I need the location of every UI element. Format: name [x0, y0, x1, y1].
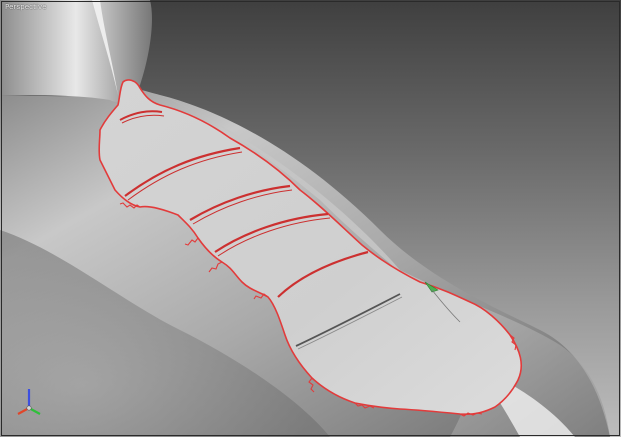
seam-line-shadow [297, 296, 403, 350]
edge-line [431, 289, 461, 323]
vertex-marker[interactable] [424, 281, 439, 293]
section-curve-5 [277, 250, 369, 298]
chest-surface [0, 230, 330, 437]
seam-line [295, 293, 401, 347]
section-curve-1b [121, 114, 165, 124]
section-curve-3b [192, 189, 293, 225]
section-curve-2 [124, 146, 241, 197]
section-curve-4 [214, 212, 329, 253]
selected-patch[interactable] [98, 79, 522, 415]
section-curve-4b [217, 217, 331, 257]
section-curve-2b [127, 151, 243, 201]
section-curve-3 [189, 184, 291, 221]
patch-boundary-noise [119, 202, 517, 417]
axis-triad-icon[interactable] [12, 386, 46, 420]
neck-fold [92, 0, 118, 95]
section-curve-1 [119, 110, 163, 121]
view-label: Perspective [5, 3, 47, 11]
